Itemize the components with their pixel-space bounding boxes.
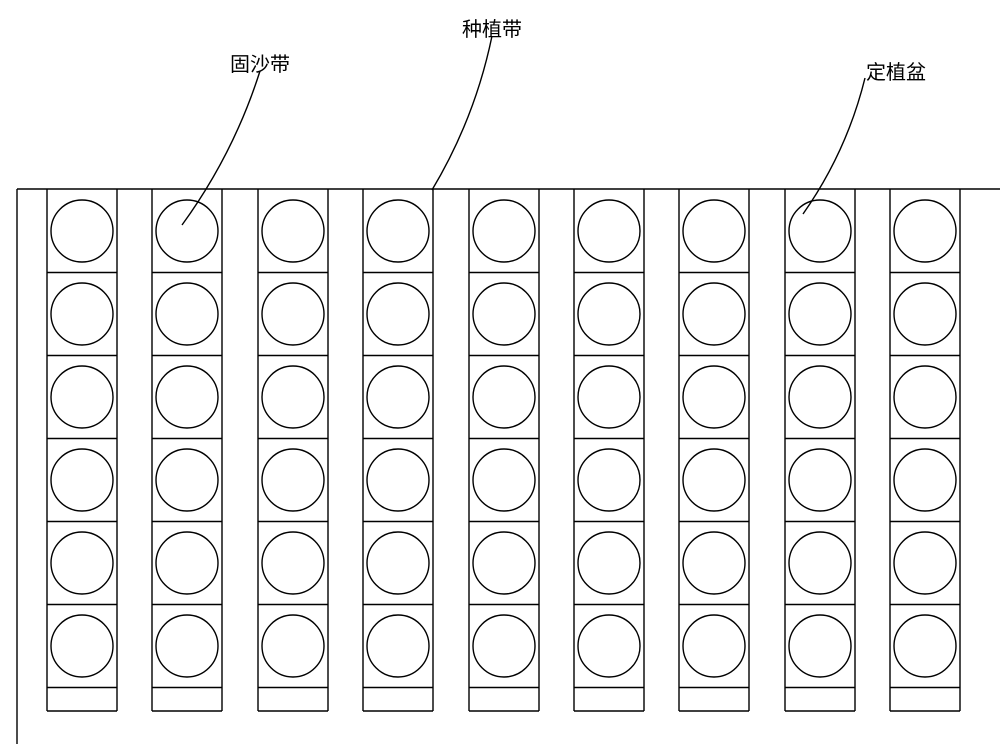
planting-pot xyxy=(683,283,745,345)
planting-pot xyxy=(789,449,851,511)
planting-belt-column xyxy=(574,189,644,711)
planting-pot xyxy=(51,283,113,345)
planting-pot xyxy=(156,615,218,677)
planting-pot xyxy=(683,532,745,594)
planting-pot xyxy=(578,283,640,345)
planting-belt-column xyxy=(47,189,117,711)
planting-pot xyxy=(367,615,429,677)
planting-pot xyxy=(578,615,640,677)
planting-belt-column xyxy=(258,189,328,711)
label-sand-fix-belt: 固沙带 xyxy=(230,48,290,77)
planting-pot xyxy=(473,615,535,677)
planting-pot xyxy=(578,200,640,262)
planting-pot xyxy=(789,532,851,594)
planting-pot xyxy=(473,366,535,428)
planting-pot xyxy=(894,283,956,345)
planting-pot xyxy=(262,366,324,428)
planting-belt-column xyxy=(785,189,855,711)
planting-pot xyxy=(51,366,113,428)
planting-pot xyxy=(789,615,851,677)
planting-belt-column xyxy=(363,189,433,711)
planting-pot xyxy=(894,366,956,428)
planting-pot xyxy=(262,200,324,262)
planting-pot xyxy=(894,200,956,262)
planting-pot xyxy=(51,200,113,262)
planting-pot xyxy=(262,615,324,677)
planting-pot xyxy=(473,200,535,262)
planting-pot xyxy=(367,449,429,511)
planting-belt-column xyxy=(679,189,749,711)
planting-pot xyxy=(683,449,745,511)
planting-pot xyxy=(894,532,956,594)
planting-pot xyxy=(367,283,429,345)
planting-pot xyxy=(367,532,429,594)
planting-pot xyxy=(367,200,429,262)
label-planting-pot: 定植盆 xyxy=(866,56,926,85)
planting-pot xyxy=(578,366,640,428)
planting-pot xyxy=(683,615,745,677)
planting-pot xyxy=(473,449,535,511)
planting-pot xyxy=(262,283,324,345)
planting-pot xyxy=(51,532,113,594)
planting-pot xyxy=(473,532,535,594)
planting-pot xyxy=(473,283,535,345)
planting-belt-column xyxy=(890,189,960,711)
diagram-canvas xyxy=(0,0,1000,744)
planting-pot xyxy=(156,532,218,594)
planting-belt-column xyxy=(152,189,222,711)
label-planting-belt: 种植带 xyxy=(462,13,522,42)
planting-pot xyxy=(156,366,218,428)
planting-pot xyxy=(156,449,218,511)
leader-line-planting xyxy=(432,36,492,190)
planting-pot xyxy=(894,615,956,677)
planting-pot xyxy=(578,532,640,594)
planting-pot xyxy=(683,366,745,428)
planting-pot xyxy=(156,200,218,262)
planting-pot xyxy=(578,449,640,511)
planting-pot xyxy=(367,366,429,428)
planting-pot xyxy=(789,200,851,262)
planting-pot xyxy=(51,449,113,511)
planting-pot xyxy=(262,449,324,511)
planting-pot xyxy=(894,449,956,511)
planting-pot xyxy=(683,200,745,262)
planting-pot xyxy=(51,615,113,677)
planting-pot xyxy=(262,532,324,594)
planting-pot xyxy=(789,366,851,428)
planting-pot xyxy=(156,283,218,345)
planting-belt-column xyxy=(469,189,539,711)
planting-pot xyxy=(789,283,851,345)
